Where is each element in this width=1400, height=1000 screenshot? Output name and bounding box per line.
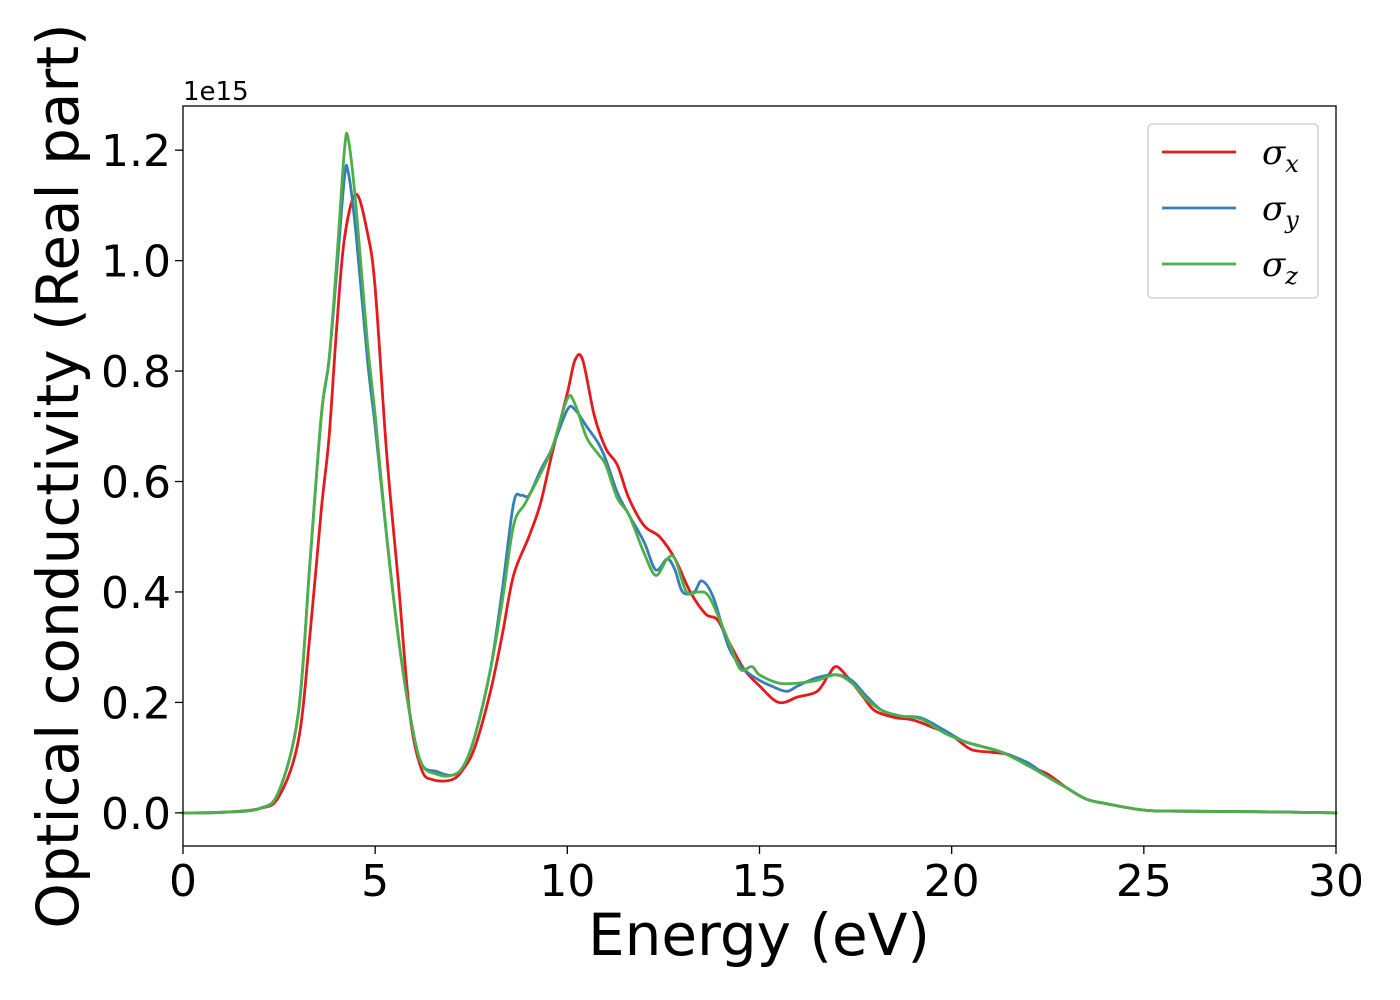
x-axis-label: Energy (eV) <box>588 901 930 969</box>
x-tick-label: 20 <box>924 856 980 907</box>
series-line-z <box>181 131 1338 815</box>
y-tick-label: 0.4 <box>101 568 171 619</box>
x-tick-label: 15 <box>732 856 788 907</box>
y-tick-label: 0.6 <box>101 458 171 509</box>
legend-box <box>1147 123 1319 299</box>
y-axis-ticks: 0.0 0.2 0.4 0.6 0.8 1.0 1.2 <box>101 126 183 840</box>
x-tick-label: 0 <box>169 856 197 907</box>
y-tick-label: 0.2 <box>101 678 171 729</box>
x-axis-ticks: 0 5 10 15 20 25 30 <box>169 846 1364 907</box>
y-tick-label: 0.8 <box>101 347 171 398</box>
x-tick-label: 10 <box>539 856 595 907</box>
series-line-y <box>181 163 1338 815</box>
y-axis-offset-label: 1e15 <box>183 77 249 107</box>
x-tick-label: 5 <box>361 856 389 907</box>
y-tick-label: 1.0 <box>101 237 171 288</box>
legend-label-z: σz <box>1262 245 1298 290</box>
x-tick-label: 25 <box>1116 856 1172 907</box>
y-axis-label: Optical conductivity (Real part) <box>24 23 92 928</box>
x-tick-label: 30 <box>1308 856 1364 907</box>
series-layer <box>181 131 1338 815</box>
series-line-x <box>181 192 1338 815</box>
y-tick-label: 1.2 <box>101 126 171 177</box>
y-tick-label: 0.0 <box>101 789 171 840</box>
